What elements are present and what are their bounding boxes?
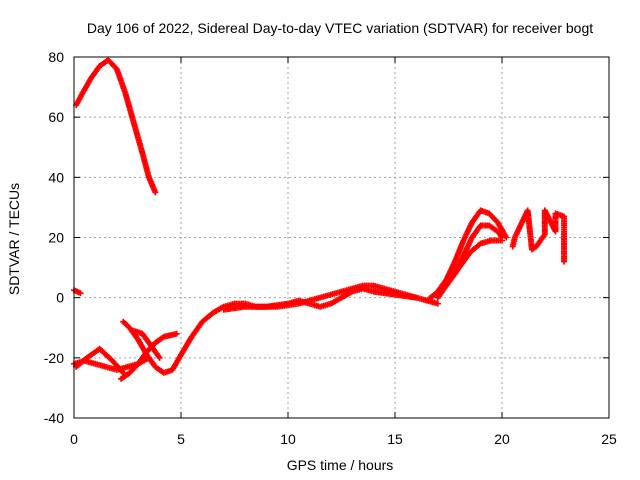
y-tick-labels: -40 -20 0 20 40 60 80 [44, 49, 64, 426]
x-tick-label: 25 [601, 431, 617, 447]
axis-ticks [73, 56, 610, 419]
y-tick-label: -20 [44, 350, 64, 366]
y-tick-label: 60 [48, 109, 64, 125]
x-tick-labels: 0 5 10 15 20 25 [70, 431, 617, 447]
y-tick-label: 20 [48, 230, 64, 246]
series-arc-b [73, 345, 127, 376]
y-tick-label: -40 [44, 410, 64, 426]
series-arc-short [71, 287, 84, 297]
x-tick-label: 20 [494, 431, 510, 447]
series-arc-i [451, 222, 505, 277]
series-arc-g [424, 207, 510, 304]
y-tick-label: 40 [48, 169, 64, 185]
data-point [156, 354, 163, 361]
data-points [71, 57, 568, 382]
chart-title: Day 106 of 2022, Sidereal Day-to-day VTE… [87, 20, 593, 36]
x-tick-label: 15 [387, 431, 403, 447]
x-tick-label: 0 [70, 431, 78, 447]
x-tick-label: 10 [280, 431, 296, 447]
data-point [173, 330, 180, 337]
series-arc-e [130, 327, 163, 361]
data-point [413, 294, 420, 301]
series-arc-d [118, 330, 180, 382]
data-point [561, 258, 568, 265]
data-point [77, 290, 84, 297]
series-arc-j [509, 207, 568, 265]
data-point [434, 300, 441, 307]
grid-lines [74, 57, 609, 418]
y-tick-label: 80 [48, 49, 64, 65]
y-tick-label: 0 [56, 290, 64, 306]
y-axis-label: SDTVAR / TECUs [6, 183, 22, 295]
data-point [499, 234, 505, 241]
x-axis-label: GPS time / hours [287, 457, 394, 473]
x-tick-label: 5 [177, 431, 185, 447]
series-arc-f [220, 285, 420, 313]
series-arc-early-high [73, 57, 159, 196]
data-point [152, 189, 159, 196]
